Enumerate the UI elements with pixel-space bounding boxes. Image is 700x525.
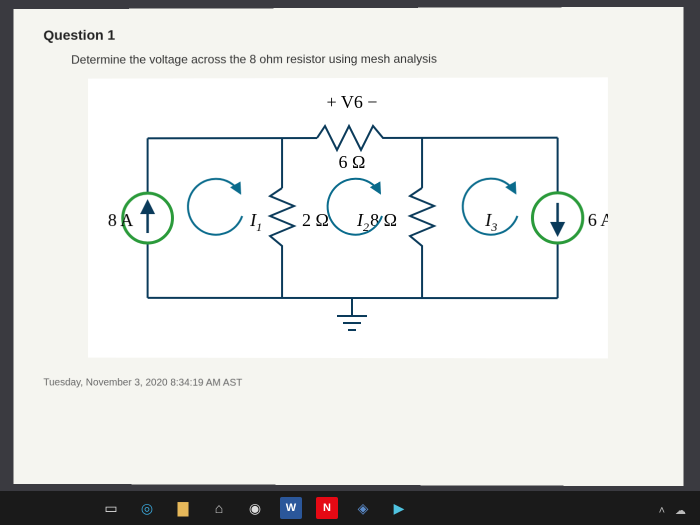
settings-icon[interactable]: ◈ xyxy=(352,497,374,519)
movies-icon[interactable]: ▶ xyxy=(388,497,410,519)
chrome-icon[interactable]: ◉ xyxy=(244,497,266,519)
question-title: Question 1 xyxy=(43,25,653,43)
current-source-right xyxy=(532,193,582,243)
word-icon[interactable]: W xyxy=(280,497,302,519)
src-right-label: 6 A xyxy=(588,210,608,230)
circuit-diagram: + V6 − 6 Ω 2 Ω 8 Ω 8 A 6 A I1 I2 I3 xyxy=(88,77,608,358)
edge-icon[interactable]: ◎ xyxy=(136,497,158,519)
tray-chevron-icon[interactable]: ˄ xyxy=(659,505,665,517)
tray[interactable]: ˄ ☁ xyxy=(659,504,686,517)
ground-symbol xyxy=(337,298,367,330)
v6-polarity: + V6 − xyxy=(327,92,378,112)
timestamp: Tuesday, November 3, 2020 8:34:19 AM AST xyxy=(43,377,653,389)
mesh1-label: I1 xyxy=(249,210,262,234)
store-icon[interactable]: ⌂ xyxy=(208,497,230,519)
task-view-icon[interactable]: ▭ xyxy=(100,497,122,519)
resistor-top xyxy=(317,126,387,150)
mesh-arrow-1 xyxy=(188,179,242,235)
src-left-label: 8 A xyxy=(108,210,133,230)
r1-label: 2 Ω xyxy=(302,210,329,230)
document-page: Question 1 Determine the voltage across … xyxy=(14,7,684,486)
mesh3-label: I3 xyxy=(484,210,497,234)
files-icon[interactable]: ▇ xyxy=(172,497,194,519)
netflix-icon[interactable]: N xyxy=(316,497,338,519)
taskbar[interactable]: ▭ ◎ ▇ ⌂ ◉ W N ◈ ▶ ˄ ☁ xyxy=(0,491,700,525)
question-prompt: Determine the voltage across the 8 ohm r… xyxy=(71,51,653,67)
mesh2-label: I2 xyxy=(356,210,369,234)
tray-cloud-icon[interactable]: ☁ xyxy=(675,504,686,517)
r-top-label: 6 Ω xyxy=(339,152,366,172)
resistor-8ohm xyxy=(410,188,434,253)
resistor-2ohm xyxy=(270,188,294,253)
